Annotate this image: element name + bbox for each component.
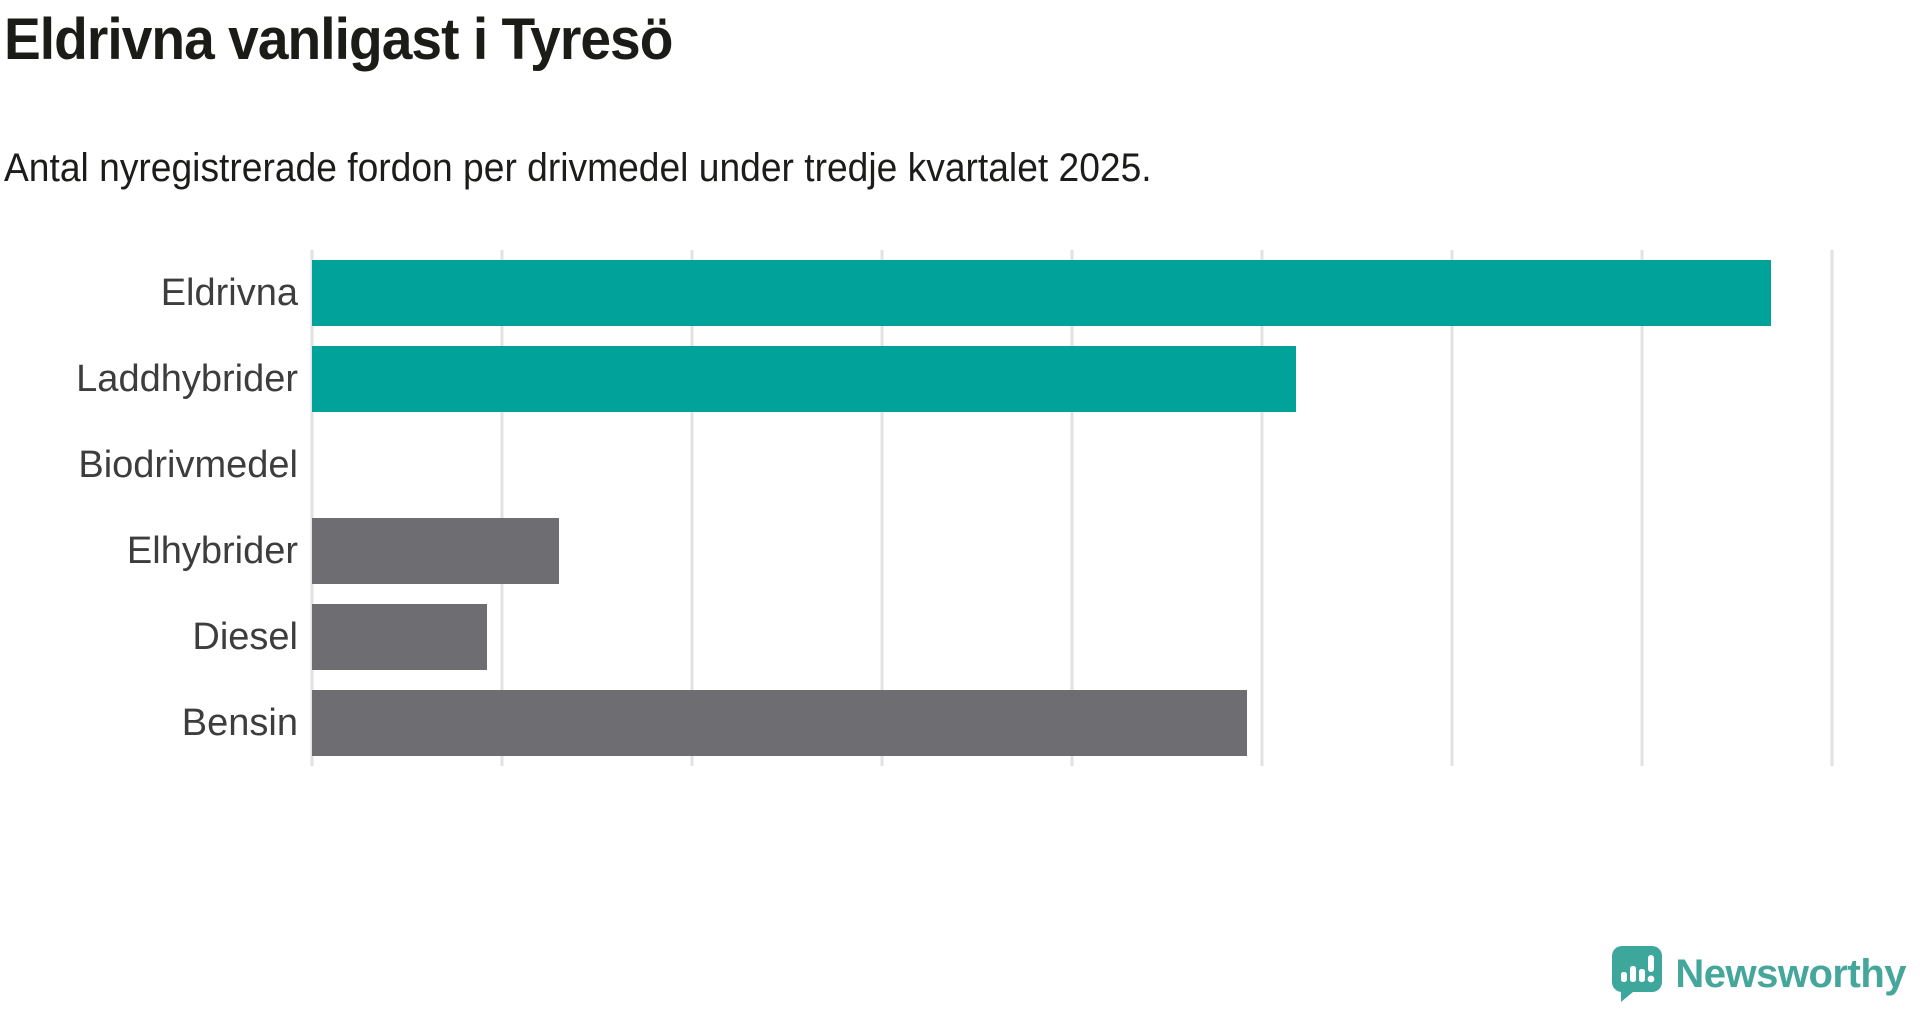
gridlines (310, 250, 1834, 766)
brand-name: Newsworthy (1675, 951, 1906, 996)
bar-track (312, 518, 1832, 584)
bar-diesel (312, 604, 487, 670)
bar-track (312, 432, 1832, 498)
bar-row: Laddhybrider (0, 336, 1832, 422)
bar-track (312, 260, 1832, 326)
bar-rows: Eldrivna Laddhybrider Biodrivmedel Elhybrid… (0, 250, 1832, 766)
bar-elhybrider (312, 518, 559, 584)
bar-row: Bensin (0, 680, 1832, 766)
gridline-25 (1260, 250, 1264, 766)
bar-eldrivna (312, 260, 1772, 326)
newsworthy-logo-icon (1612, 946, 1663, 1002)
category-label: Biodrivmedel (78, 444, 298, 486)
category-label: Diesel (192, 616, 298, 658)
bar-bensin (312, 690, 1247, 756)
bar-track (312, 346, 1832, 412)
category-label: Eldrivna (160, 272, 298, 314)
gridline-5 (500, 250, 504, 766)
bar-row: Biodrivmedel (0, 422, 1832, 508)
bar-row: Eldrivna (0, 250, 1832, 336)
brand-footer: Newsworthy (1612, 946, 1906, 1002)
bar-row: Elhybrider (0, 508, 1832, 594)
bar-row: Diesel (0, 594, 1832, 680)
bar-track (312, 604, 1832, 670)
plot-area: Eldrivna Laddhybrider Biodrivmedel Elhybrid… (0, 250, 1834, 766)
gridline-0 (310, 250, 314, 766)
category-label: Bensin (181, 702, 298, 744)
bar-track (312, 690, 1832, 756)
category-label: Laddhybrider (76, 358, 298, 400)
chart-subtitle: Antal nyregistrerade fordon per drivmede… (4, 146, 1152, 190)
gridline-30 (1450, 250, 1454, 766)
gridline-15 (880, 250, 884, 766)
chart-title: Eldrivna vanligast i Tyresö (4, 7, 673, 72)
bar-laddhybrider (312, 346, 1297, 412)
gridline-10 (690, 250, 694, 766)
gridline-35 (1640, 250, 1644, 766)
category-label: Elhybrider (126, 530, 298, 572)
gridline-40 (1830, 250, 1834, 766)
bar-chart: Eldrivna Laddhybrider Biodrivmedel Elhybrid… (0, 250, 1900, 766)
gridline-20 (1070, 250, 1074, 766)
